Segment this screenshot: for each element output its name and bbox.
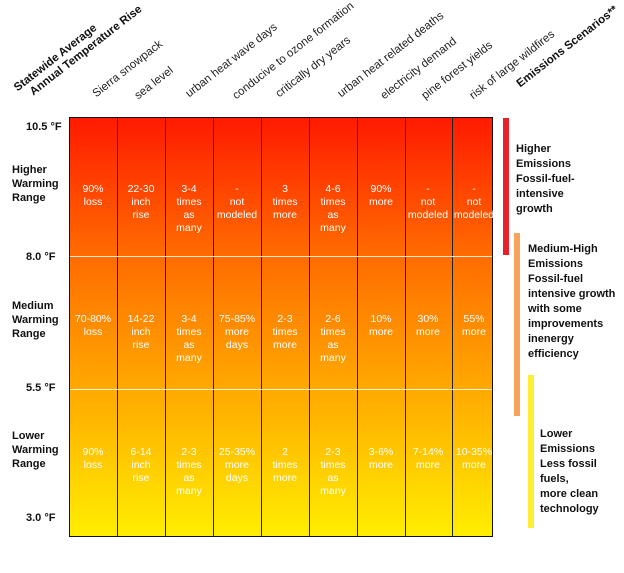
cell-medium-heat-wave: 3-4 times as many	[176, 313, 202, 364]
cell-lower-heat-deaths: 2-3 times as many	[320, 446, 346, 497]
column-divider	[405, 118, 406, 536]
range-divider-5-5f	[70, 389, 492, 390]
range-label-higher: Higher Warming Range	[12, 164, 59, 204]
range-label-medium: Medium Warming Range	[12, 300, 59, 340]
cell-higher-pine-forest: - not modeled	[407, 183, 449, 221]
temp-label-top: 10.5 °F	[26, 121, 62, 133]
scenario-label-medium-high: Medium-High Emissions Fossil-fuel intens…	[528, 243, 616, 360]
temp-label-bottom: 3.0 °F	[26, 512, 56, 524]
temp-label-upper: 8.0 °F	[26, 251, 56, 263]
cell-medium-snowpack: 70-80% loss	[74, 313, 112, 338]
cell-medium-heat-deaths: 2-6 times as many	[320, 313, 346, 364]
cell-medium-dry-years: 2-3 times more	[272, 313, 298, 351]
temp-label-lower: 5.5 °F	[26, 382, 56, 394]
cell-medium-pine-forest: 30% more	[416, 313, 440, 338]
range-label-lower: Lower Warming Range	[12, 430, 59, 470]
column-divider	[261, 118, 262, 536]
cell-higher-heat-wave: 3-4 times as many	[176, 183, 202, 234]
column-divider	[452, 118, 453, 536]
column-divider	[357, 118, 358, 536]
cell-higher-dry-years: 3 times more	[272, 183, 298, 221]
cell-lower-heat-wave: 2-3 times as many	[176, 446, 202, 497]
cell-higher-ozone: - not modeled	[216, 183, 258, 221]
cell-medium-ozone: 75-85% more days	[218, 313, 256, 351]
scenario-bar-lower	[528, 375, 534, 528]
cell-lower-pine-forest: 7-14% more	[412, 446, 444, 471]
cell-lower-electricity: 3-6% more	[368, 446, 394, 471]
column-header-urban-heat-wave-days: urban heat wave days	[183, 21, 280, 100]
cell-lower-snowpack: 90% loss	[82, 446, 104, 471]
cell-higher-heat-deaths: 4-6 times as many	[320, 183, 346, 234]
column-divider	[213, 118, 214, 536]
column-header-sea-level: sea level	[132, 64, 176, 102]
scenario-label-higher: Higher Emissions Fossil-fuel- intensive …	[516, 143, 575, 215]
cell-lower-sea-level: 6-14 inch rise	[130, 446, 152, 484]
range-divider-8f	[70, 256, 492, 257]
cell-medium-wildfire: 55% more	[462, 313, 486, 338]
cell-lower-wildfire: 10-35% more	[455, 446, 493, 471]
column-divider	[117, 118, 118, 536]
cell-medium-electricity: 10% more	[369, 313, 393, 338]
cell-medium-sea-level: 14-22 inch rise	[127, 313, 155, 351]
axis-title-line2: Annual Temperature Rise	[27, 3, 145, 99]
temperature-axis-title: Statewide Average Annual Temperature Ris…	[12, 0, 145, 105]
column-divider	[165, 118, 166, 536]
cell-higher-wildfire: - not modeled	[453, 183, 495, 221]
scenario-label-lower: Lower Emissions Less fossil fuels, more …	[540, 428, 599, 515]
impact-grid: 90% loss 22-30 inch rise 3-4 times as ma…	[69, 117, 494, 537]
cell-lower-ozone: 25-35% more days	[218, 446, 256, 484]
scenario-bar-medium-high	[514, 233, 520, 416]
scenario-bar-higher	[503, 118, 509, 255]
cell-higher-snowpack: 90% loss	[82, 183, 104, 208]
cell-higher-electricity: 90% more	[369, 183, 393, 208]
column-divider	[309, 118, 310, 536]
cell-lower-dry-years: 2 times more	[272, 446, 298, 484]
cell-higher-sea-level: 22-30 inch rise	[127, 183, 155, 221]
